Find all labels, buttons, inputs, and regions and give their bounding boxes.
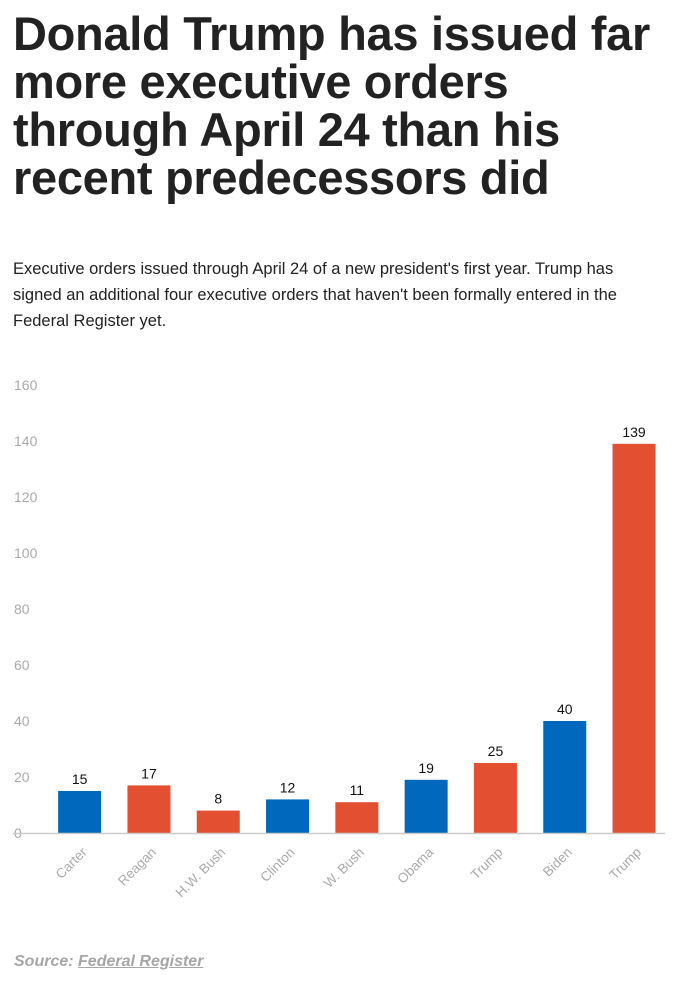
- x-tick-label: Trump: [468, 845, 506, 883]
- bar: [612, 443, 656, 833]
- bar: [266, 799, 310, 833]
- x-tick-label: Reagan: [115, 845, 159, 889]
- x-tick-label: Obama: [394, 844, 436, 886]
- y-tick-label: 40: [14, 713, 30, 729]
- bar: [127, 785, 171, 833]
- bar: [196, 810, 240, 833]
- y-tick-label: 120: [14, 489, 38, 505]
- data-label: 11: [350, 782, 365, 798]
- headline: Donald Trump has issued far more executi…: [13, 7, 650, 204]
- x-tick-label: Trump: [606, 845, 644, 883]
- x-tick-label: W. Bush: [321, 845, 367, 891]
- y-tick-label: 20: [14, 769, 30, 785]
- bar: [404, 779, 448, 833]
- x-tick-label: Clinton: [257, 845, 297, 885]
- y-tick-label: 100: [14, 545, 38, 561]
- data-label: 17: [141, 765, 157, 781]
- y-tick-label: 80: [14, 601, 30, 617]
- x-tick-label: Carter: [53, 844, 90, 881]
- source-label: Source:: [14, 953, 74, 970]
- x-tick-label: H.W. Bush: [173, 845, 229, 901]
- bar: [473, 763, 517, 833]
- data-label: 19: [418, 760, 434, 776]
- y-tick-label: 160: [14, 377, 38, 393]
- data-label: 15: [72, 771, 88, 787]
- bar: [58, 791, 102, 833]
- data-label: 8: [214, 791, 222, 807]
- data-label: 139: [622, 424, 646, 440]
- source-line: Source: Federal Register: [14, 953, 203, 971]
- x-tick-label: Biden: [540, 845, 575, 880]
- y-tick-label: 140: [14, 433, 38, 449]
- data-label: 25: [488, 743, 504, 759]
- y-tick-label: 60: [14, 657, 30, 673]
- data-label: 40: [557, 701, 573, 717]
- subtitle: Executive orders issued through April 24…: [13, 260, 617, 330]
- bar: [543, 721, 587, 833]
- bar: [335, 802, 379, 833]
- data-label: 12: [280, 779, 296, 795]
- source-link[interactable]: Federal Register: [78, 953, 204, 970]
